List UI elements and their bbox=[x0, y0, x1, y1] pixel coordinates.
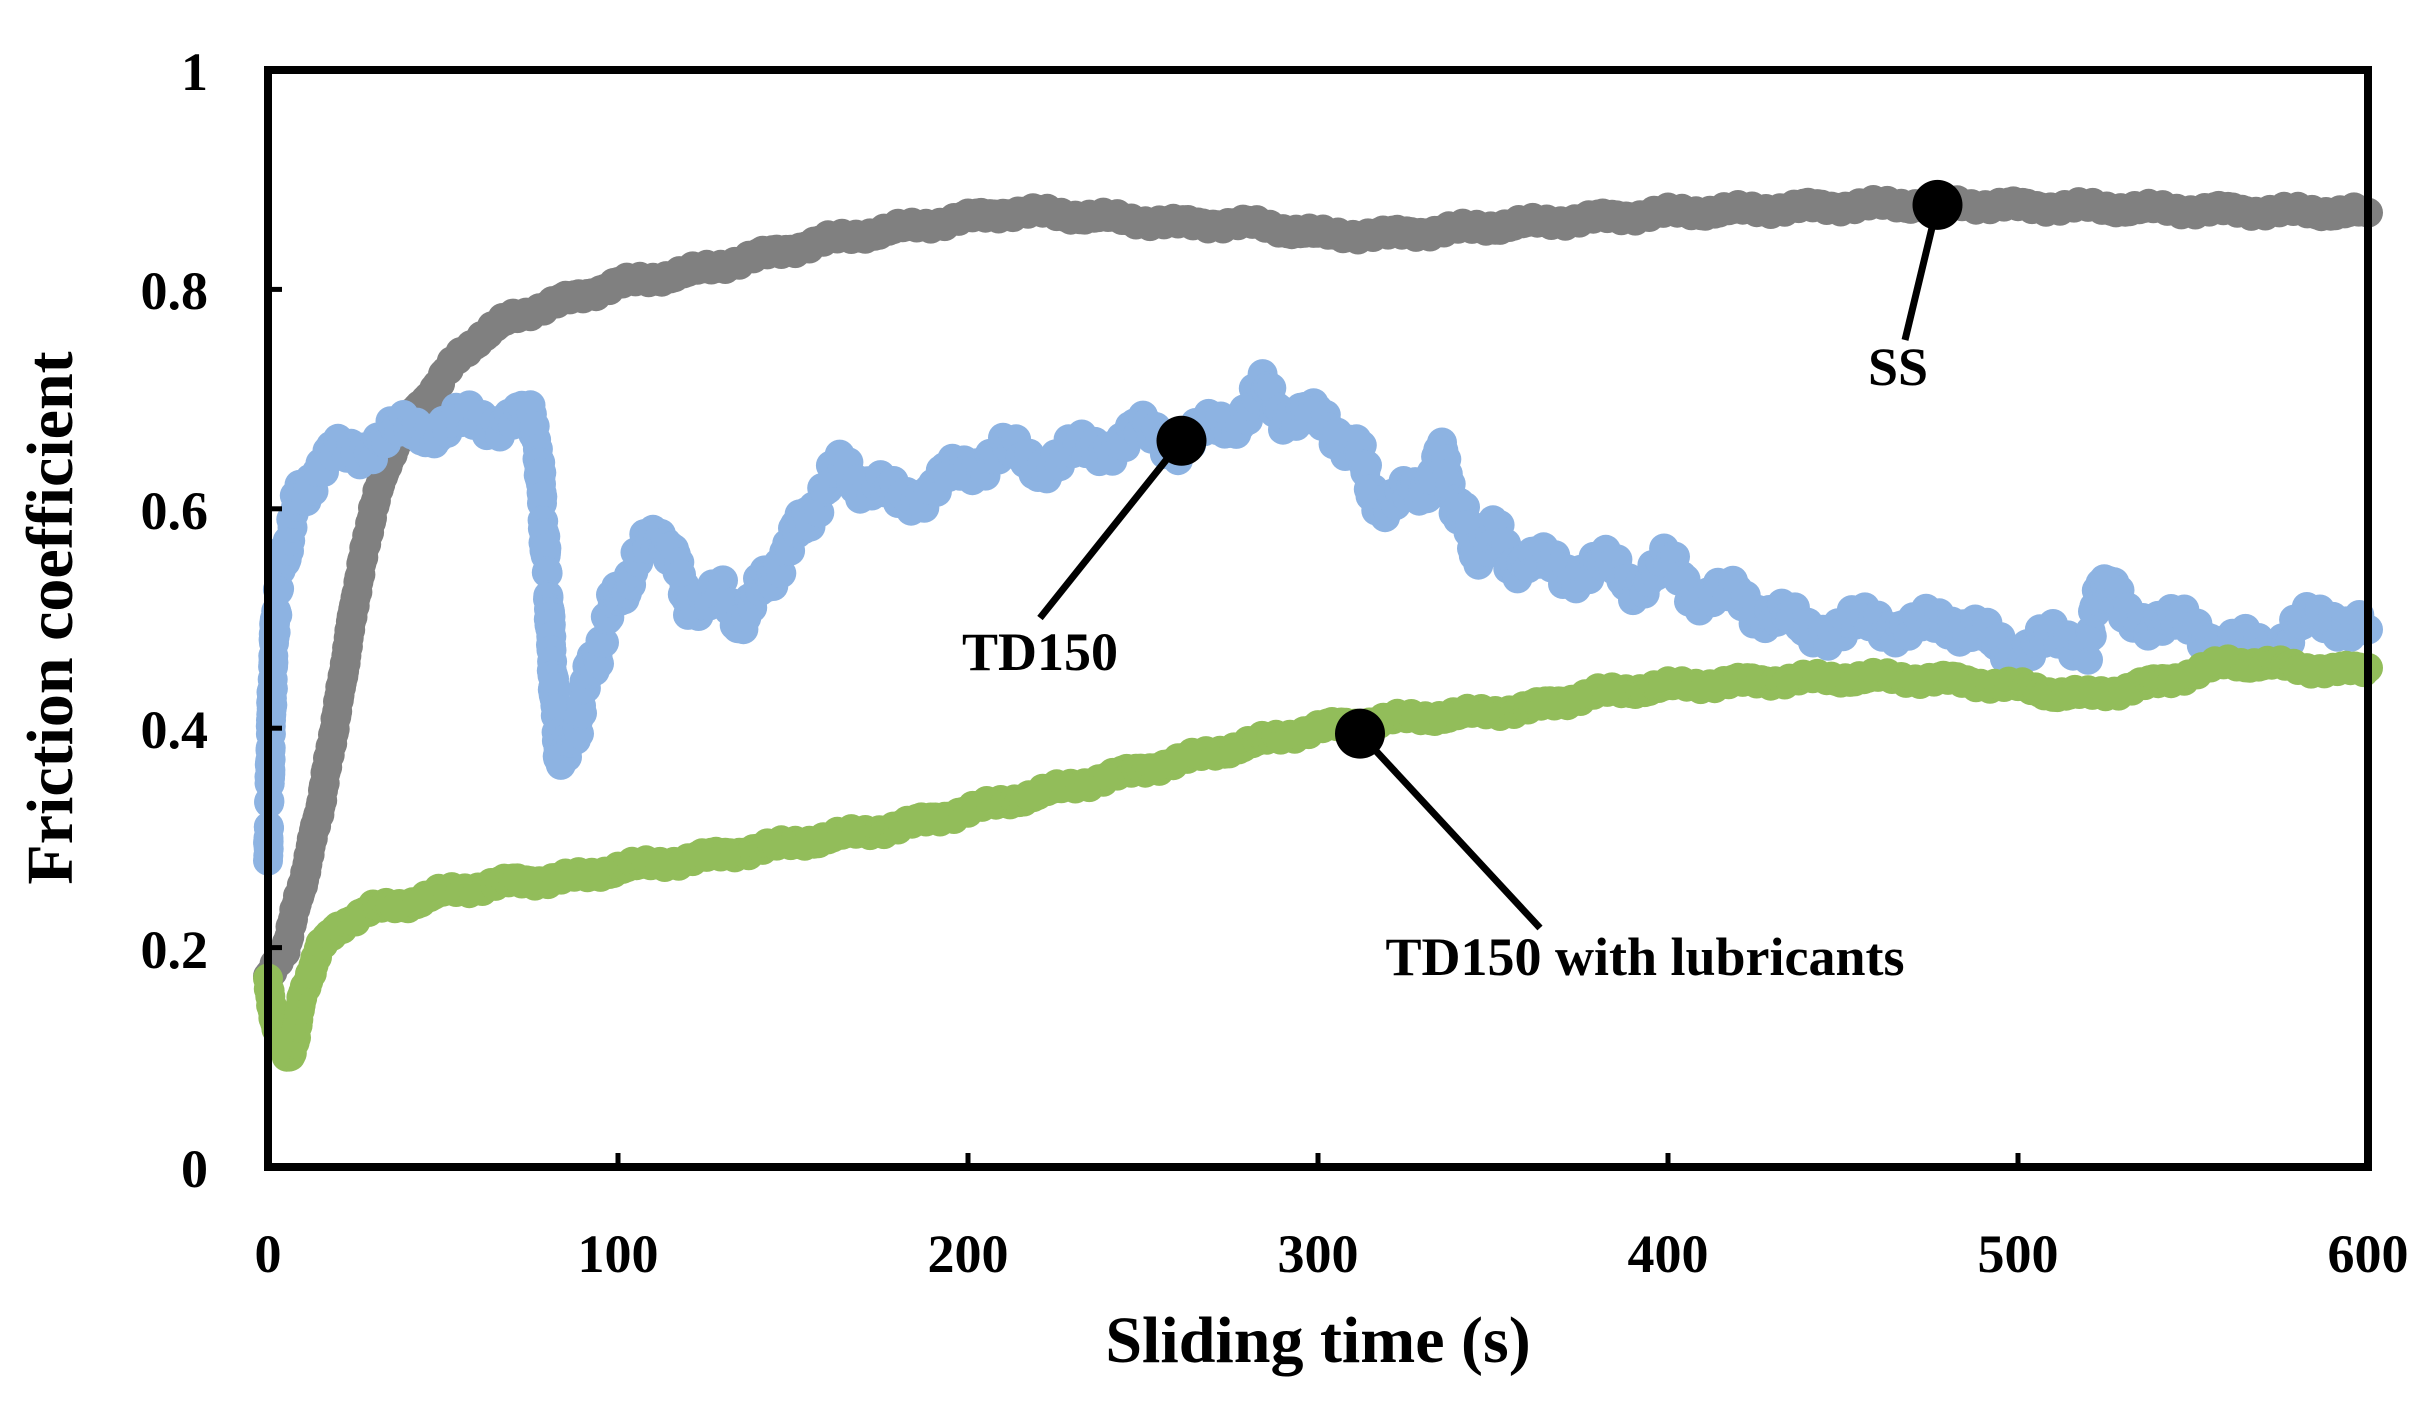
y-tick-label: 0 bbox=[181, 1139, 208, 1199]
data-point bbox=[531, 533, 562, 564]
y-tick-label: 0.8 bbox=[141, 261, 209, 321]
annotation-marker-td150 bbox=[1156, 415, 1207, 466]
data-point bbox=[567, 698, 597, 729]
annotation-marker-td150-with-lubricants bbox=[1335, 708, 1385, 759]
x-tick-label: 600 bbox=[2328, 1224, 2409, 1284]
data-point bbox=[1352, 450, 1382, 481]
x-tick-label: 100 bbox=[578, 1224, 659, 1284]
data-point bbox=[527, 481, 558, 512]
data-point bbox=[2073, 644, 2103, 675]
series-ss bbox=[253, 183, 2383, 992]
y-tick-label: 0.2 bbox=[141, 920, 209, 980]
x-tick-label: 300 bbox=[1278, 1224, 1359, 1284]
x-axis-title: Sliding time (s) bbox=[1105, 1304, 1530, 1377]
annotation-marker-ss bbox=[1912, 179, 1963, 230]
series-layer bbox=[253, 183, 2383, 1072]
y-axis-title: Friction coefficient bbox=[14, 351, 87, 884]
annotation-dots bbox=[1156, 179, 1963, 759]
y-tick-label: 0.6 bbox=[141, 481, 209, 541]
annotation-label-ss: SS bbox=[1868, 337, 1928, 397]
tick-layer bbox=[265, 67, 2371, 1170]
annotation-label-td150-lubricants: TD150 with lubricants bbox=[1385, 927, 1904, 987]
annotation-leader-td150 bbox=[1037, 438, 1185, 621]
data-point bbox=[2076, 621, 2107, 652]
data-point bbox=[589, 627, 619, 658]
annotation-leader-td150-with-lubricants bbox=[1357, 731, 1543, 931]
y-tick-label: 1 bbox=[181, 42, 208, 102]
x-tick-label: 0 bbox=[255, 1224, 282, 1284]
x-tick-label: 500 bbox=[1978, 1224, 2059, 1284]
annotation-label-td150: TD150 bbox=[962, 622, 1118, 682]
x-tick-label: 200 bbox=[928, 1224, 1009, 1284]
y-tick-label: 0.4 bbox=[141, 700, 209, 760]
series-td150 bbox=[253, 359, 2383, 876]
data-point bbox=[708, 565, 738, 596]
data-point bbox=[532, 558, 563, 589]
x-tick-label: 400 bbox=[1628, 1224, 1709, 1284]
